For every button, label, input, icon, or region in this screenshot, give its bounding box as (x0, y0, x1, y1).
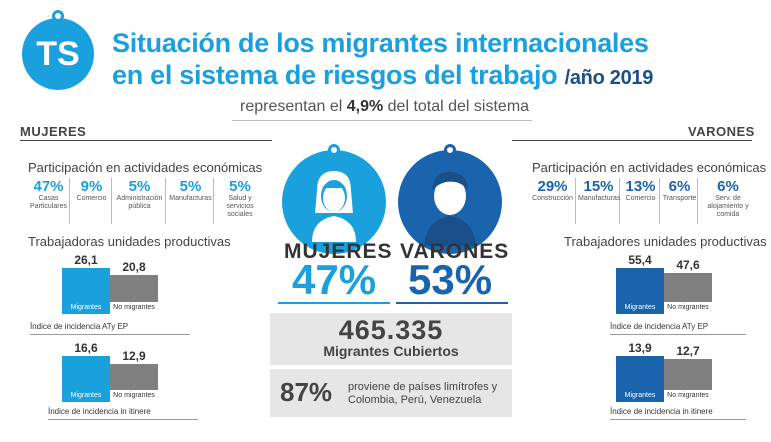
bar-value-label: 16,6 (74, 341, 98, 355)
section-varones-line (512, 140, 752, 141)
bar-value-label: 12,9 (122, 349, 146, 363)
bar-category-label: Migrantes (62, 302, 110, 314)
bar-no-migrantes (664, 359, 712, 390)
varones-itinere-title: Índice de incidencia in itinere (610, 407, 713, 416)
mujeres-activity: 5% Manufacturas (168, 178, 214, 224)
section-varones-label: VARONES (688, 124, 755, 139)
circle-dot (444, 144, 456, 156)
varones-participation-title: Participación en actividades económicas (532, 160, 767, 175)
limitrofes-text: proviene de países limítrofes y Colombia… (348, 381, 498, 406)
man-icon (424, 171, 476, 246)
divider (610, 334, 746, 335)
ts-logo: TS (22, 18, 94, 90)
mujeres-activity: 9% Comercio (72, 178, 112, 224)
logo-dot (52, 10, 64, 22)
varones-activity: 6% Transporte (662, 178, 698, 224)
bar-migrantes (616, 356, 664, 390)
bar-no-migrantes (110, 364, 158, 390)
divider (30, 334, 190, 335)
mujeres-activity: 5% Salud y servicios sociales (226, 178, 254, 218)
circle-dot (328, 144, 340, 156)
mujeres-big-label: MUJERES (284, 240, 393, 263)
title-year: /año 2019 (564, 67, 654, 89)
varones-underline (396, 302, 508, 304)
bar-value-label: 20,8 (122, 260, 146, 274)
mujeres-participation-title: Participación en actividades económicas (28, 160, 263, 175)
mujeres-ate-title: Índice de incidencia ATy EP (30, 322, 129, 331)
mujeres-underline (278, 302, 390, 304)
total-label: Migrantes Cubiertos (323, 343, 459, 359)
section-mujeres-label: MUJERES (20, 124, 87, 139)
subtitle-underline (232, 120, 532, 121)
bar-value-label: 13,9 (628, 341, 652, 355)
bar-value-label: 55,4 (628, 253, 652, 267)
bar-category-label: No migrantes (664, 390, 712, 402)
divider (48, 419, 198, 420)
bar-value-label: 26,1 (74, 253, 98, 267)
bar-category-label: No migrantes (110, 302, 158, 314)
mujeres-big-pct: 47% (292, 256, 377, 303)
varones-activity: 13% Comercio (622, 178, 660, 224)
mujeres-itinere-title: Índice de incidencia in itinere (48, 407, 151, 416)
varones-ate-title: Índice de incidencia ATy EP (610, 322, 709, 331)
bar-category-label: No migrantes (110, 390, 158, 402)
mujeres-ate-chart: 26,1 Migrantes 20,8 No migrantes (62, 252, 162, 318)
bar-category-label: Migrantes (62, 390, 110, 402)
mujeres-units-title: Trabajadoras unidades productivas (28, 234, 231, 249)
mujeres-itinere-chart: 16,6 Migrantes 12,9 No migrantes (62, 340, 162, 404)
bar-migrantes (616, 268, 664, 302)
varones-activity: 6% Serv. de alojamiento y comida (707, 178, 749, 218)
limitrofes-pct: 87% (280, 377, 333, 407)
bar-category-label: Migrantes (616, 390, 664, 402)
title-line2: en el sistema de riesgos del trabajo /añ… (112, 60, 654, 90)
varones-activity: 15% Manufacturas (578, 178, 620, 224)
mujeres-avatar (282, 150, 386, 254)
bar-value-label: 47,6 (676, 258, 700, 272)
mujeres-activity: 5% Administración pública (114, 178, 166, 224)
section-mujeres-line (20, 140, 272, 141)
varones-activity: 29% Construcción (530, 178, 576, 224)
subtitle: representan el 4,9% del total del sistem… (240, 98, 530, 115)
bar-migrantes (62, 356, 110, 390)
bar-migrantes (62, 268, 110, 302)
total-box: 465.335 Migrantes Cubiertos (270, 313, 512, 365)
divider (610, 419, 746, 420)
bar-value-label: 12,7 (676, 344, 700, 358)
bar-no-migrantes (110, 275, 158, 302)
mujeres-activity: 47% Casas Particulares (28, 178, 70, 224)
varones-itinere-chart: 13,9 Migrantes 12,7 No migrantes (616, 340, 716, 404)
title-line1: Situación de los migrantes internacional… (112, 28, 649, 58)
varones-avatar (398, 150, 502, 254)
varones-units-title: Trabajadores unidades productivas (564, 234, 767, 249)
varones-ate-chart: 55,4 Migrantes 47,6 No migrantes (616, 252, 716, 318)
bar-category-label: No migrantes (664, 302, 712, 314)
varones-big-label: VARONES (400, 240, 510, 263)
bar-category-label: Migrantes (616, 302, 664, 314)
bar-no-migrantes (664, 273, 712, 302)
varones-big-pct: 53% (408, 256, 493, 303)
woman-icon (312, 168, 356, 242)
total-number: 465.335 (338, 315, 444, 345)
limitrofes-box: 87% proviene de países limítrofes y Colo… (270, 369, 512, 417)
